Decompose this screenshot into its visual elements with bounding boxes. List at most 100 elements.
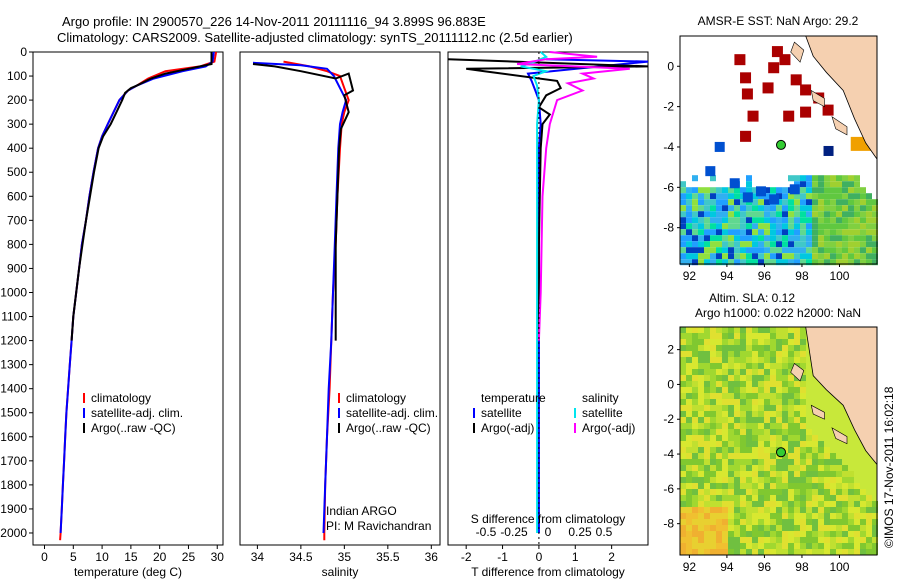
sla-sla-cell	[782, 507, 788, 513]
sla-sla-cell	[692, 543, 698, 549]
sla-sla-cell	[788, 417, 794, 423]
sla-sla-cell	[692, 471, 698, 477]
sla-sla-cell	[746, 351, 752, 357]
sla-sla-cell	[728, 357, 734, 363]
sla-sla-cell	[728, 543, 734, 549]
sst-sst-cell	[824, 187, 830, 194]
sst-sst-cell	[788, 193, 794, 200]
sla-sla-cell	[740, 471, 746, 477]
sla-sla-cell	[752, 531, 758, 537]
sst-sst-cell	[692, 193, 698, 200]
sst-sst-cell	[812, 181, 818, 188]
sst-sst-cell	[872, 247, 878, 254]
sla-sla-cell	[758, 369, 764, 375]
sla-sla-cell	[722, 435, 728, 441]
sla-sla-cell	[728, 345, 734, 351]
sla-sla-cell	[776, 507, 782, 513]
sla-sla-cell	[758, 543, 764, 549]
sla-sla-cell	[728, 495, 734, 501]
sla-sla-cell	[824, 465, 830, 471]
sla-sla-cell	[758, 507, 764, 513]
sla-sla-cell	[782, 327, 788, 333]
sla-sla-cell	[680, 525, 686, 531]
sst-sst-cell	[722, 259, 728, 266]
depth-ytick-label: 1500	[0, 406, 27, 420]
sst-sst-cell	[692, 235, 698, 242]
sla-sla-cell	[758, 405, 764, 411]
salinity-legend-label: satellite-adj. clim.	[346, 406, 438, 420]
sst-sst-cell	[860, 187, 866, 194]
sla-sla-cell	[836, 507, 842, 513]
depth-ytick-label: 600	[7, 189, 27, 203]
sla-sla-cell	[728, 405, 734, 411]
sla-sla-cell	[776, 375, 782, 381]
sla-sla-cell	[698, 369, 704, 375]
sla-sla-cell	[734, 465, 740, 471]
sla-sla-cell	[746, 495, 752, 501]
sla-sla-cell	[872, 537, 878, 543]
depth-ytick-label: 800	[7, 237, 27, 251]
sla-sla-cell	[728, 411, 734, 417]
sst-sst-cell	[812, 175, 818, 182]
sla-sla-cell	[770, 411, 776, 417]
sla-sla-cell	[704, 441, 710, 447]
sst-sst-cell	[812, 235, 818, 242]
sst-sst-cell	[848, 211, 854, 218]
sla-sla-cell	[818, 549, 824, 555]
sst-argo-marker	[775, 139, 786, 150]
sla-sla-cell	[812, 507, 818, 513]
sst-sst-cell	[824, 199, 830, 206]
sla-sla-cell	[692, 465, 698, 471]
sla-sla-cell	[746, 363, 752, 369]
sla-sla-cell	[854, 501, 860, 507]
sst-sst-cell	[698, 247, 704, 254]
sla-sla-cell	[680, 333, 686, 339]
sla-sla-cell	[746, 435, 752, 441]
sla-sla-cell	[734, 453, 740, 459]
sla-sla-cell	[770, 507, 776, 513]
sst-sst-cell	[872, 235, 878, 242]
sla-sla-cell	[770, 447, 776, 453]
sla-sla-cell	[872, 507, 878, 513]
sst-sst-cell	[782, 247, 788, 254]
sla-sla-cell	[800, 441, 806, 447]
sla-sla-cell	[716, 363, 722, 369]
sla-sla-cell	[794, 459, 800, 465]
sla-sla-cell	[794, 483, 800, 489]
sst-sst-cell	[836, 211, 842, 218]
sla-sla-cell	[782, 537, 788, 543]
sla-sla-cell	[722, 513, 728, 519]
sla-sla-cell	[782, 483, 788, 489]
sst-sst-cell	[836, 205, 842, 212]
sla-sla-cell	[704, 429, 710, 435]
sla-sla-cell	[698, 519, 704, 525]
sla-sla-cell	[704, 483, 710, 489]
sst-rain-flag-cell	[747, 110, 759, 122]
sla-sla-cell	[794, 495, 800, 501]
sst-sst-isolated-cell	[823, 145, 834, 156]
sla-sla-cell	[830, 549, 836, 555]
sla-sla-cell	[788, 531, 794, 537]
sla-sla-cell	[752, 357, 758, 363]
sst-sst-cell	[776, 253, 782, 260]
sst-sst-cell	[704, 199, 710, 206]
sst-sst-cell	[740, 205, 746, 212]
sla-sla-cell	[842, 495, 848, 501]
sla-sla-cell	[728, 507, 734, 513]
sst-map-frame	[679, 35, 878, 265]
sla-sla-cell	[848, 471, 854, 477]
sla-sla-cell	[728, 441, 734, 447]
sla-sla-cell	[734, 387, 740, 393]
sla-sla-cell	[716, 429, 722, 435]
sla-sla-cell	[866, 543, 872, 549]
sla-sla-cell	[782, 441, 788, 447]
sst-sst-cell	[812, 247, 818, 254]
sst-sst-cell	[716, 253, 722, 260]
sla-sla-cell	[872, 543, 878, 549]
depth-ytick-label: 500	[7, 165, 27, 179]
sst-sst-cell	[692, 253, 698, 260]
sla-sla-cell	[686, 429, 692, 435]
sst-sst-cell	[746, 253, 752, 260]
sst-sst-cell	[860, 229, 866, 236]
sst-sst-cell	[752, 217, 758, 224]
